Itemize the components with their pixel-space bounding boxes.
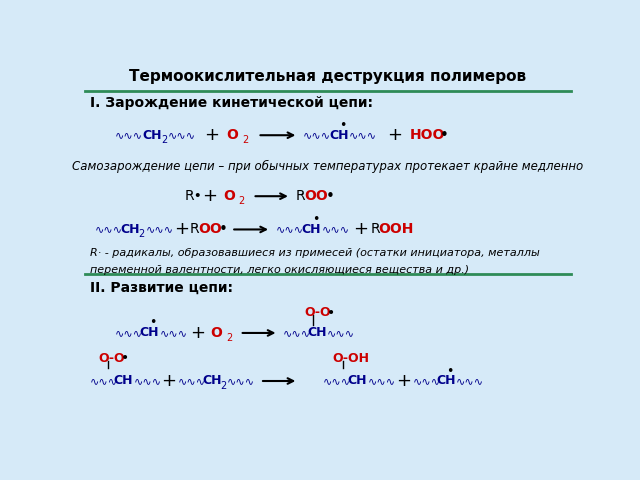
Text: R: R (296, 189, 305, 203)
Text: O: O (223, 189, 235, 203)
Text: O-O: O-O (304, 306, 331, 319)
Text: ∿∿∿: ∿∿∿ (146, 225, 174, 234)
Text: R•: R• (184, 189, 202, 203)
Text: •: • (326, 189, 334, 204)
Text: ∿∿∿: ∿∿∿ (95, 225, 123, 234)
Text: переменной валентности, легко окисляющиеся вещества и др.): переменной валентности, легко окисляющие… (90, 265, 469, 275)
Text: ∿∿∿: ∿∿∿ (367, 376, 396, 386)
Text: +: + (202, 187, 218, 205)
Text: +: + (387, 126, 403, 144)
Text: CH: CH (140, 326, 159, 339)
Text: II. Развитие цепи:: II. Развитие цепи: (90, 280, 233, 294)
Text: CH: CH (202, 374, 221, 387)
Text: •: • (326, 306, 335, 320)
Text: R: R (370, 222, 380, 237)
Text: ∿∿∿: ∿∿∿ (115, 130, 143, 140)
Text: CH: CH (307, 326, 326, 339)
Text: ∿∿∿: ∿∿∿ (349, 130, 377, 140)
Text: 2: 2 (220, 381, 226, 391)
Text: ∿∿∿: ∿∿∿ (282, 328, 310, 338)
Text: •: • (312, 213, 319, 226)
Text: 2: 2 (138, 229, 145, 239)
Text: ∿∿∿: ∿∿∿ (134, 376, 162, 386)
Text: ∿∿∿: ∿∿∿ (159, 328, 188, 338)
Text: CH: CH (329, 129, 349, 142)
Text: CH: CH (301, 223, 321, 236)
Text: ∿∿∿: ∿∿∿ (168, 130, 196, 140)
Text: CH: CH (436, 374, 456, 387)
Text: •: • (440, 128, 449, 143)
Text: +: + (191, 324, 205, 342)
Text: +: + (204, 126, 219, 144)
Text: O: O (210, 326, 222, 340)
Text: ∿∿∿: ∿∿∿ (178, 376, 206, 386)
Text: ∿∿∿: ∿∿∿ (227, 376, 255, 386)
Text: ∿∿∿: ∿∿∿ (276, 225, 304, 234)
Text: ∿∿∿: ∿∿∿ (115, 328, 143, 338)
Text: ∿∿∿: ∿∿∿ (327, 328, 355, 338)
Text: ∿∿∿: ∿∿∿ (321, 225, 349, 234)
Text: ∿∿∿: ∿∿∿ (90, 376, 118, 386)
Text: •: • (339, 119, 346, 132)
Text: •: • (219, 222, 228, 237)
Text: Термоокислительная деструкция полимеров: Термоокислительная деструкция полимеров (129, 69, 527, 84)
Text: HOO: HOO (410, 128, 445, 142)
Text: ∿∿∿: ∿∿∿ (412, 376, 440, 386)
Text: CH: CH (142, 129, 161, 142)
Text: R· - радикалы, образовавшиеся из примесей (остатки инициатора, металлы: R· - радикалы, образовавшиеся из примесе… (90, 248, 540, 258)
Text: ∿∿∿: ∿∿∿ (456, 376, 484, 386)
Text: 2: 2 (226, 333, 232, 343)
Text: O-O: O-O (99, 351, 125, 365)
Text: +: + (174, 220, 189, 239)
Text: •: • (150, 316, 157, 329)
Text: R: R (190, 222, 200, 237)
Text: OO: OO (304, 189, 328, 203)
Text: Самозарождение цепи – при обычных температурах протекает крайне медленно: Самозарождение цепи – при обычных темпер… (72, 160, 584, 173)
Text: ∿∿∿: ∿∿∿ (303, 130, 332, 140)
Text: OOH: OOH (378, 222, 413, 237)
Text: 2: 2 (243, 135, 249, 145)
Text: 2: 2 (239, 196, 245, 206)
Text: O-OH: O-OH (332, 351, 369, 365)
Text: OO: OO (198, 222, 222, 237)
Text: I. Зарождение кинетической цепи:: I. Зарождение кинетической цепи: (90, 96, 373, 110)
Text: O: O (227, 128, 238, 142)
Text: CH: CH (121, 223, 140, 236)
Text: +: + (353, 220, 368, 239)
Text: +: + (161, 372, 176, 390)
Text: CH: CH (114, 374, 133, 387)
Text: CH: CH (348, 374, 367, 387)
Text: •: • (446, 364, 453, 378)
Text: ∿∿∿: ∿∿∿ (323, 376, 351, 386)
Text: •: • (121, 351, 129, 365)
Text: 2: 2 (161, 135, 167, 145)
Text: +: + (396, 372, 411, 390)
